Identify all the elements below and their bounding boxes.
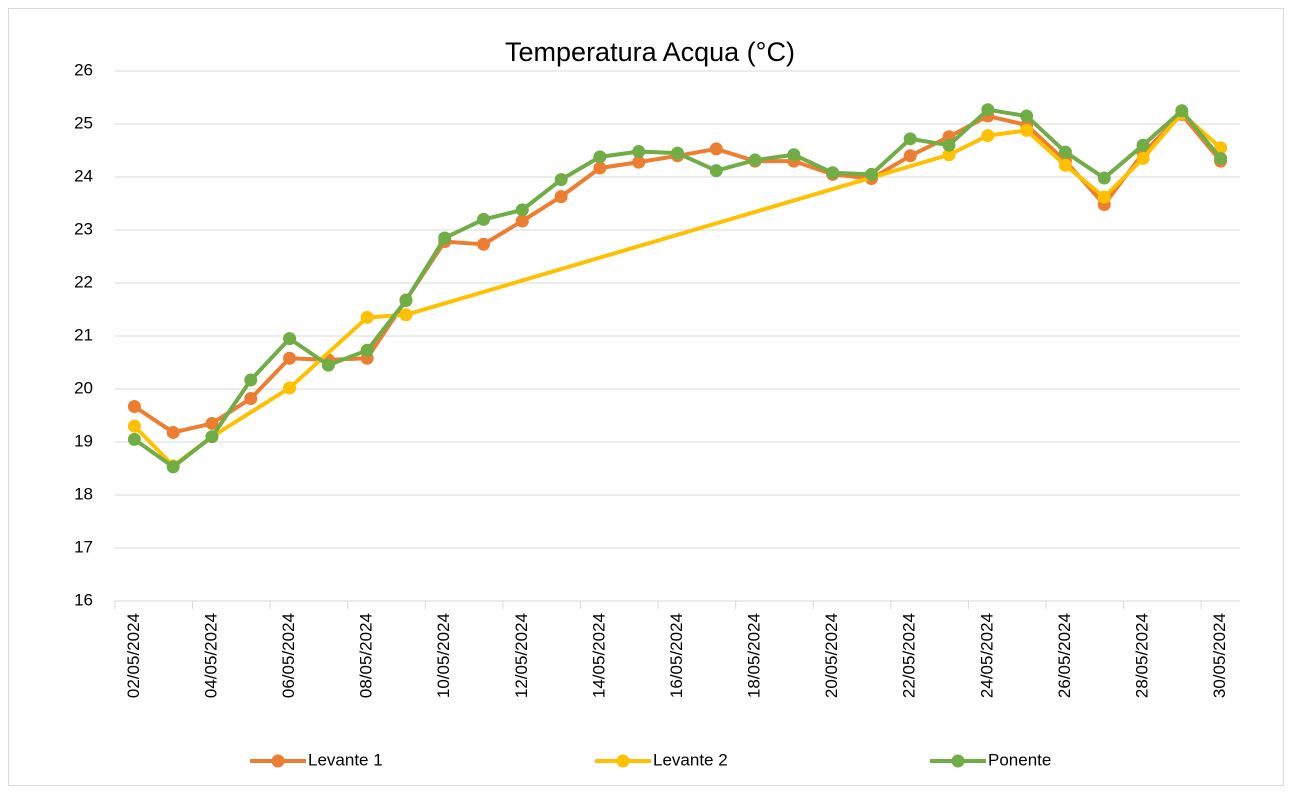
y-tick-label: 25 [74, 113, 93, 132]
x-tick-label: 20/05/2024 [822, 613, 841, 698]
data-point [1136, 151, 1150, 165]
data-point [1097, 171, 1111, 185]
legend-marker [616, 754, 630, 768]
y-tick-label: 17 [74, 537, 93, 556]
x-tick-label: 22/05/2024 [900, 613, 919, 698]
legend-marker [951, 754, 965, 768]
data-point [709, 164, 723, 178]
x-tick-label: 28/05/2024 [1133, 613, 1152, 698]
y-tick-label: 24 [74, 166, 93, 185]
data-point [709, 142, 723, 156]
data-point [826, 166, 840, 180]
data-point [1020, 109, 1034, 123]
data-point [593, 161, 607, 175]
data-point [787, 148, 801, 162]
data-point [671, 146, 684, 160]
y-tick-label: 18 [74, 484, 93, 503]
data-point [283, 332, 297, 346]
data-point [321, 358, 335, 372]
y-tick-label: 21 [74, 325, 93, 344]
data-point [554, 190, 568, 204]
y-tick-label: 23 [74, 219, 93, 238]
data-point [632, 145, 646, 159]
data-point [360, 310, 374, 324]
y-tick-label: 26 [74, 60, 93, 79]
y-tick-label: 22 [74, 272, 93, 291]
x-tick-label: 26/05/2024 [1055, 613, 1074, 698]
data-point [477, 237, 491, 251]
data-point [903, 132, 917, 146]
legend-label: Ponente [988, 750, 1051, 769]
data-point [1214, 151, 1228, 165]
y-tick-label: 19 [74, 431, 93, 450]
legend-marker [271, 754, 285, 768]
chart-title: Temperatura Acqua (°C) [505, 37, 795, 67]
data-point [166, 425, 180, 439]
x-tick-label: 16/05/2024 [667, 613, 686, 698]
x-tick-label: 14/05/2024 [589, 613, 608, 698]
x-tick-label: 06/05/2024 [279, 613, 298, 698]
data-point [515, 214, 529, 228]
series-line [132, 111, 1222, 468]
data-point [1058, 145, 1072, 159]
x-tick-label: 18/05/2024 [745, 613, 764, 698]
data-point [1214, 141, 1228, 155]
data-point [1175, 104, 1189, 118]
data-point [360, 343, 374, 357]
data-point [205, 430, 219, 444]
data-point [166, 460, 180, 474]
x-tick-label: 24/05/2024 [977, 613, 996, 698]
data-point [127, 399, 141, 413]
data-point [283, 381, 297, 395]
data-point [283, 351, 297, 365]
data-point [244, 392, 258, 406]
data-point [748, 153, 762, 167]
data-point [981, 103, 995, 117]
y-tick-label: 16 [74, 590, 93, 609]
x-tick-label: 30/05/2024 [1210, 613, 1229, 698]
data-point [981, 129, 995, 143]
data-point [477, 212, 491, 226]
data-point [1136, 138, 1150, 152]
data-point [244, 373, 258, 387]
legend-label: Levante 1 [308, 750, 383, 769]
legend-label: Levante 2 [653, 750, 728, 769]
chart-frame [8, 8, 1284, 786]
data-point [127, 419, 141, 433]
y-tick-label: 20 [74, 378, 93, 397]
data-point [399, 293, 413, 307]
data-point [1058, 158, 1072, 172]
data-point [1097, 190, 1111, 204]
x-tick-label: 08/05/2024 [357, 613, 376, 698]
data-point [632, 155, 646, 169]
data-point [903, 149, 917, 163]
data-point [942, 138, 956, 152]
data-point [399, 308, 413, 322]
x-tick-label: 04/05/2024 [201, 613, 220, 698]
data-point [515, 203, 529, 217]
data-point [554, 173, 568, 187]
data-point [593, 150, 607, 164]
x-tick-label: 10/05/2024 [434, 613, 453, 698]
data-point [438, 231, 452, 245]
data-point [127, 432, 141, 446]
x-tick-label: 12/05/2024 [512, 613, 531, 698]
data-point [942, 148, 956, 162]
data-point [1020, 123, 1034, 137]
data-point [864, 167, 878, 181]
x-tick-label: 02/05/2024 [124, 613, 143, 698]
data-point [205, 416, 219, 430]
